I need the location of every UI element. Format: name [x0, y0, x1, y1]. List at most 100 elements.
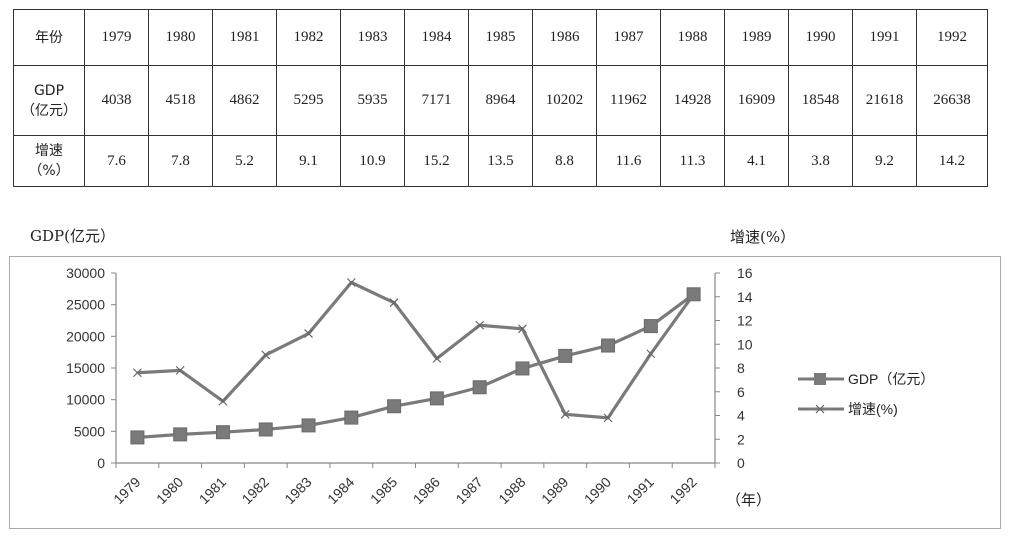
left-tick-label: 0: [97, 455, 105, 471]
year-cell: 1983: [340, 9, 405, 66]
gdp-point: [130, 430, 145, 445]
x-tick-label: 1991: [624, 474, 657, 507]
rate-cell: 9.1: [276, 135, 341, 187]
legend-gdp-marker: [814, 373, 826, 385]
rate-cell: 7.6: [84, 135, 149, 187]
rate-cell: 11.6: [596, 135, 661, 187]
gdp-cell: 5295: [276, 65, 341, 136]
right-tick-label: 8: [737, 360, 745, 376]
gdp-point: [515, 361, 530, 376]
left-tick-label: 25000: [66, 297, 105, 313]
rate-cell: 15.2: [404, 135, 469, 187]
gdp-cell: 10202: [532, 65, 597, 136]
year-cell: 1989: [724, 9, 789, 66]
gdp-point: [258, 422, 273, 437]
rate-cell: 4.1: [724, 135, 789, 187]
year-cell: 1992: [916, 9, 988, 66]
rate-point: [389, 298, 399, 308]
row-header-gdp-line1: GDP: [33, 82, 65, 99]
gdp-series-line: [137, 293, 695, 440]
row-header-rate: 增速 （%）: [13, 135, 85, 187]
year-cell: 1981: [212, 9, 277, 66]
x-tick-label: 1990: [581, 474, 614, 507]
data-table: 年份 1979 1980 1981 1982 1983 1984 1985 19…: [13, 9, 988, 187]
year-cell: 1988: [660, 9, 725, 66]
x-tick-label: 1985: [367, 474, 400, 507]
right-axis-title: 增速(%）: [730, 228, 796, 246]
x-tick-label: 1979: [110, 474, 143, 507]
rate-point: [261, 350, 271, 360]
rate-point: [218, 396, 228, 406]
rate-cell: 3.8: [788, 135, 853, 187]
gdp-cell: 16909: [724, 65, 789, 136]
year-cell: 1987: [596, 9, 661, 66]
legend-rate-label: 增速(%): [848, 401, 898, 417]
x-tick-label: 1980: [153, 474, 186, 507]
table-row-gdp: GDP （亿元） 4038 4518 4862 5295 5935 7171 89…: [13, 65, 988, 136]
rate-point: [475, 320, 485, 330]
gdp-point: [344, 410, 359, 425]
x-tick-label: 1988: [495, 474, 528, 507]
rate-cell: 5.2: [212, 135, 277, 187]
right-tick-label: 6: [737, 384, 745, 400]
right-tick-label: 16: [737, 265, 753, 281]
row-header-gdp-line2: （亿元）: [21, 102, 77, 119]
x-tick-label: 1983: [281, 474, 314, 507]
gdp-cell: 4862: [212, 65, 277, 136]
rate-cell: 10.9: [340, 135, 405, 187]
gdp-cell: 26638: [916, 65, 988, 136]
row-header-year: 年份: [13, 9, 85, 66]
right-tick-label: 2: [737, 431, 745, 447]
year-cell: 1982: [276, 9, 341, 66]
gdp-point: [301, 418, 316, 433]
rate-point: [304, 329, 313, 338]
gdp-point: [429, 391, 444, 406]
gdp-point: [643, 319, 658, 334]
row-header-rate-line2: （%）: [28, 163, 70, 179]
gdp-cell: 8964: [468, 65, 533, 136]
x-tick-label: 1986: [410, 474, 443, 507]
year-cell: 1980: [148, 9, 213, 66]
legend-rate-marker: [815, 404, 825, 414]
rate-point: [560, 409, 570, 419]
rate-cell: 8.8: [532, 135, 597, 187]
chart-canvas: 0 5000 10000 15000 20000 25000 30000 0 2 4 6 8 10 12 1…: [66, 265, 934, 509]
chart-frame: 0 5000 10000 15000 20000 25000 30000 0 2 4 6 8 10 12 1…: [9, 256, 1001, 529]
gdp-point: [215, 425, 230, 440]
x-tick-label: 1982: [239, 474, 272, 507]
x-tick-label: 1987: [452, 474, 485, 507]
rate-point: [518, 324, 527, 334]
x-tick-label: 1992: [666, 474, 699, 507]
left-tick-label: 20000: [66, 328, 105, 344]
rate-cell: 14.2: [916, 135, 988, 187]
gdp-point: [686, 287, 701, 302]
gdp-point: [173, 427, 188, 442]
row-header-gdp: GDP （亿元）: [13, 65, 85, 136]
table-row-year: 年份 1979 1980 1981 1982 1983 1984 1985 19…: [13, 9, 988, 66]
gdp-cell: 18548: [788, 65, 853, 136]
gdp-point: [558, 348, 573, 363]
rate-series-line: [137, 280, 695, 420]
x-tick-label: 1984: [324, 474, 357, 507]
rate-point: [175, 365, 185, 375]
right-tick-label: 4: [737, 408, 745, 424]
rate-cell: 9.2: [852, 135, 917, 187]
rate-cell: 11.3: [660, 135, 725, 187]
gdp-point: [472, 380, 487, 395]
right-tick-label: 12: [737, 313, 753, 329]
gdp-cell: 14928: [660, 65, 725, 136]
x-tick-label: 1981: [196, 474, 229, 507]
rate-point: [603, 413, 613, 423]
rate-cell: 13.5: [468, 135, 533, 187]
left-tick-label: 5000: [74, 423, 105, 439]
gdp-point: [601, 338, 616, 353]
right-tick-label: 10: [737, 336, 753, 352]
year-cell: 1979: [84, 9, 149, 66]
table-row-rate: 增速 （%） 7.6 7.8 5.2 9.1 10.9 15.2 13.5 8.8…: [13, 135, 988, 187]
gdp-cell: 7171: [404, 65, 469, 136]
year-cell: 1986: [532, 9, 597, 66]
gdp-cell: 5935: [340, 65, 405, 136]
gdp-cell: 4518: [148, 65, 213, 136]
rate-point: [646, 349, 656, 359]
rate-cell: 7.8: [148, 135, 213, 187]
